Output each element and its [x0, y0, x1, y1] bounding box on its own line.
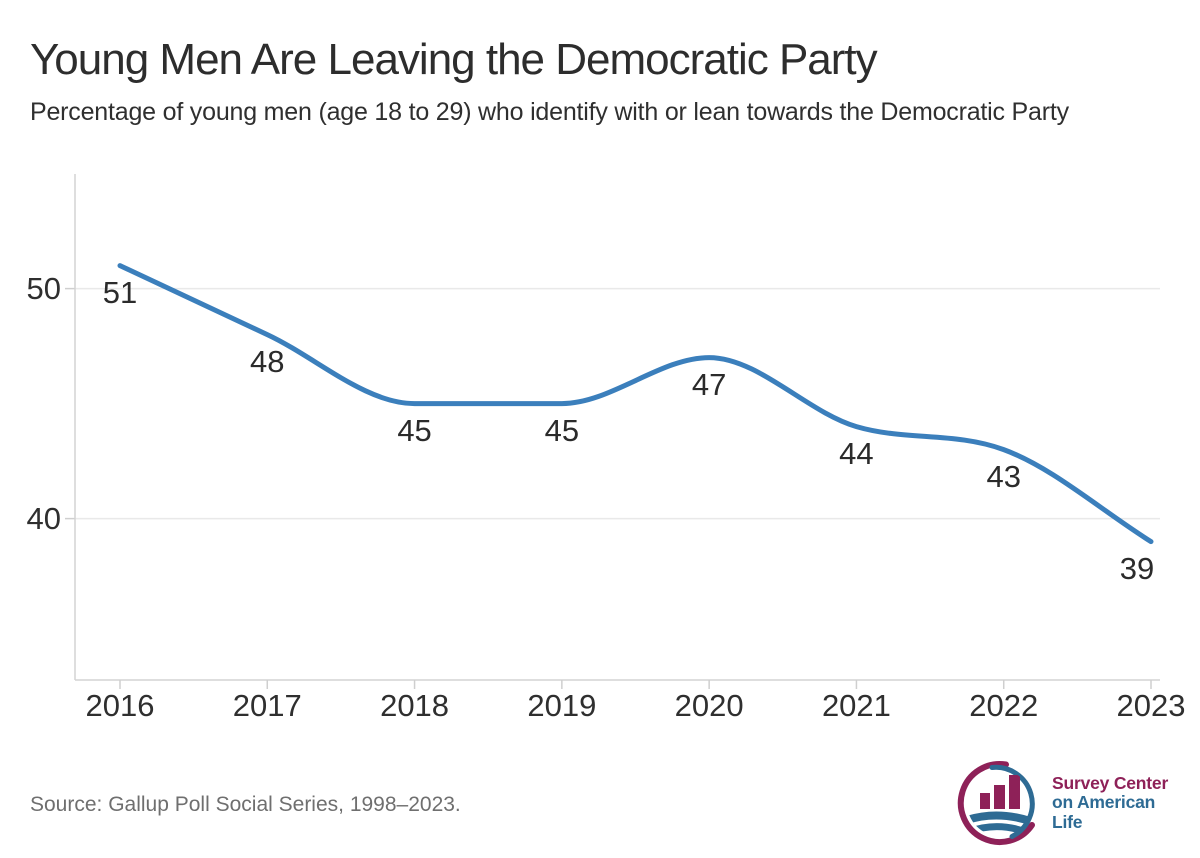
data-value-label: 48	[250, 343, 285, 379]
x-tick-label: 2023	[1116, 688, 1186, 723]
trend-line	[117, 263, 1154, 545]
data-value-label: 39	[1119, 550, 1155, 586]
data-value-label: 45	[544, 412, 580, 448]
x-tick-label: 2020	[674, 688, 744, 723]
survey-center-logo: Survey Center on American Life	[956, 758, 1186, 848]
x-tick-label: 2018	[380, 688, 450, 723]
x-tick-label: 2021	[821, 688, 891, 723]
logo-text-line1: Survey Center	[1052, 772, 1169, 793]
y-tick-label: 50	[26, 270, 61, 306]
data-value-label: 43	[986, 458, 1021, 494]
y-tick-label: 40	[26, 500, 61, 536]
data-value-label: 44	[839, 435, 874, 471]
x-tick-label: 2022	[969, 688, 1039, 723]
survey-center-logo-icon	[957, 761, 1035, 845]
source-text: Source: Gallup Poll Social Series, 1998–…	[30, 793, 461, 816]
x-tick-label: 2017	[232, 688, 302, 723]
x-tick-label: 2016	[85, 688, 155, 723]
data-value-label: 47	[691, 366, 727, 402]
logo-text: Survey Center on American Life	[1052, 772, 1186, 833]
x-tick-label: 2019	[527, 688, 597, 723]
data-value-label: 51	[102, 274, 138, 310]
logo-text-line2: on American Life	[1052, 792, 1156, 832]
data-value-label: 45	[397, 412, 432, 448]
page-title: Young Men Are Leaving the Democratic Par…	[30, 35, 878, 84]
chart-subtitle: Percentage of young men (age 18 to 29) w…	[30, 98, 1069, 126]
